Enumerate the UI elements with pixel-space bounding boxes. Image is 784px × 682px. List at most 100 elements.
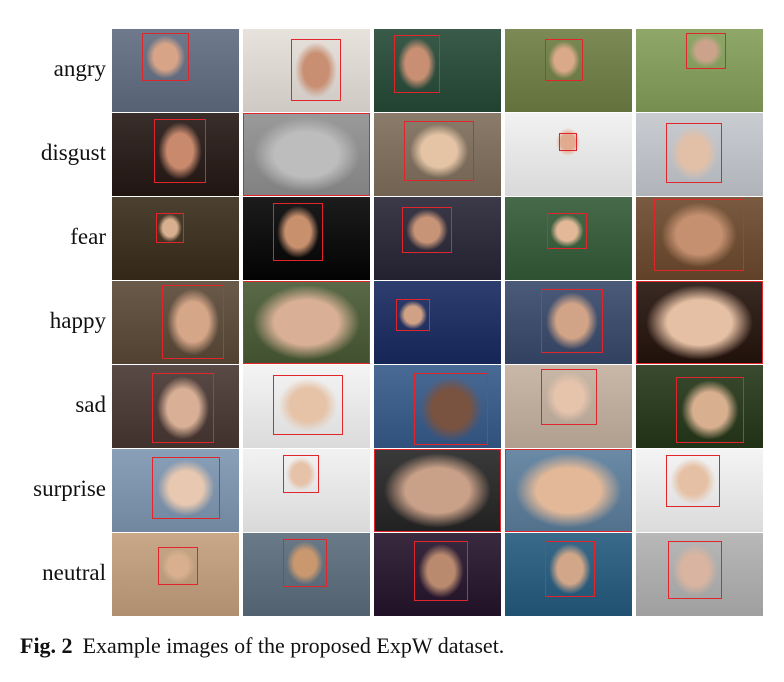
row-label-4: sad (75, 391, 106, 417)
photo-placeholder (636, 281, 763, 364)
row-label-1: disgust (40, 139, 106, 165)
figure-label: Fig. 2 (20, 633, 73, 658)
example-image (505, 449, 632, 532)
example-image (243, 449, 370, 532)
photo-placeholder (243, 281, 370, 364)
photo-placeholder (374, 29, 501, 112)
example-image (636, 113, 763, 196)
example-image (112, 197, 239, 280)
photo-placeholder (505, 281, 632, 364)
face-bounding-box (154, 119, 206, 183)
face-bounding-box (243, 281, 370, 364)
example-image (243, 113, 370, 196)
photo-placeholder (636, 365, 763, 448)
face-bounding-box (283, 455, 319, 493)
example-image (374, 29, 501, 112)
example-image (243, 197, 370, 280)
photo-placeholder (505, 449, 632, 532)
row-label-6: neutral (42, 559, 106, 585)
caption-text: Example images of the proposed ExpW data… (82, 633, 505, 658)
face-bounding-box (545, 39, 583, 81)
photo-placeholder (374, 449, 501, 532)
example-image (505, 365, 632, 448)
example-image (505, 197, 632, 280)
photo-placeholder (374, 365, 501, 448)
photo-placeholder (243, 197, 370, 280)
example-image (636, 281, 763, 364)
face-bounding-box (394, 35, 440, 93)
row-label-2: fear (70, 223, 106, 249)
photo-placeholder (243, 449, 370, 532)
example-image (112, 533, 239, 616)
photo-placeholder (505, 29, 632, 112)
face-bounding-box (402, 207, 452, 253)
photo-placeholder (505, 365, 632, 448)
face-bounding-box (676, 377, 744, 443)
face-bounding-box (686, 33, 726, 69)
photo-placeholder (374, 197, 501, 280)
face-bounding-box (541, 289, 603, 353)
face-bounding-box (243, 113, 370, 196)
face-bounding-box (156, 213, 184, 243)
row-label-5: surprise (33, 475, 106, 501)
face-bounding-box (283, 539, 327, 587)
photo-placeholder (505, 113, 632, 196)
photo-placeholder (374, 533, 501, 616)
example-image (636, 29, 763, 112)
example-image (374, 533, 501, 616)
example-image (112, 113, 239, 196)
example-image (374, 113, 501, 196)
face-bounding-box (541, 369, 597, 425)
example-image (112, 29, 239, 112)
photo-placeholder (112, 281, 239, 364)
face-bounding-box (666, 123, 722, 183)
face-bounding-box (158, 547, 198, 585)
example-image (243, 281, 370, 364)
face-bounding-box (666, 455, 720, 507)
example-image (374, 281, 501, 364)
example-image (374, 197, 501, 280)
example-image (636, 533, 763, 616)
photo-placeholder (243, 533, 370, 616)
example-image (374, 449, 501, 532)
face-bounding-box (273, 203, 323, 261)
face-bounding-box (547, 213, 587, 249)
photo-placeholder (636, 533, 763, 616)
example-image (112, 365, 239, 448)
example-image (636, 197, 763, 280)
photo-placeholder (505, 533, 632, 616)
face-bounding-box (505, 449, 632, 532)
example-image (243, 365, 370, 448)
face-bounding-box (545, 541, 595, 597)
face-bounding-box (654, 199, 744, 271)
face-bounding-box (162, 285, 224, 359)
row-label-0: angry (53, 55, 106, 81)
photo-placeholder (374, 281, 501, 364)
photo-placeholder (505, 197, 632, 280)
photo-placeholder (112, 533, 239, 616)
example-image (636, 449, 763, 532)
face-bounding-box (291, 39, 341, 101)
face-bounding-box (152, 373, 214, 443)
example-image (112, 281, 239, 364)
face-bounding-box (142, 33, 189, 81)
example-image (243, 533, 370, 616)
face-bounding-box (273, 375, 343, 435)
photo-placeholder (112, 29, 239, 112)
example-image (112, 449, 239, 532)
example-image (505, 29, 632, 112)
photo-placeholder (243, 29, 370, 112)
face-bounding-box (559, 133, 577, 151)
photo-placeholder (243, 113, 370, 196)
example-image (374, 365, 501, 448)
face-bounding-box (414, 541, 468, 601)
photo-placeholder (374, 113, 501, 196)
photo-placeholder (112, 197, 239, 280)
face-bounding-box (636, 281, 763, 364)
example-image (243, 29, 370, 112)
face-bounding-box (374, 449, 501, 532)
example-image (636, 365, 763, 448)
example-image (505, 113, 632, 196)
row-label-3: happy (49, 307, 106, 333)
example-image (505, 533, 632, 616)
